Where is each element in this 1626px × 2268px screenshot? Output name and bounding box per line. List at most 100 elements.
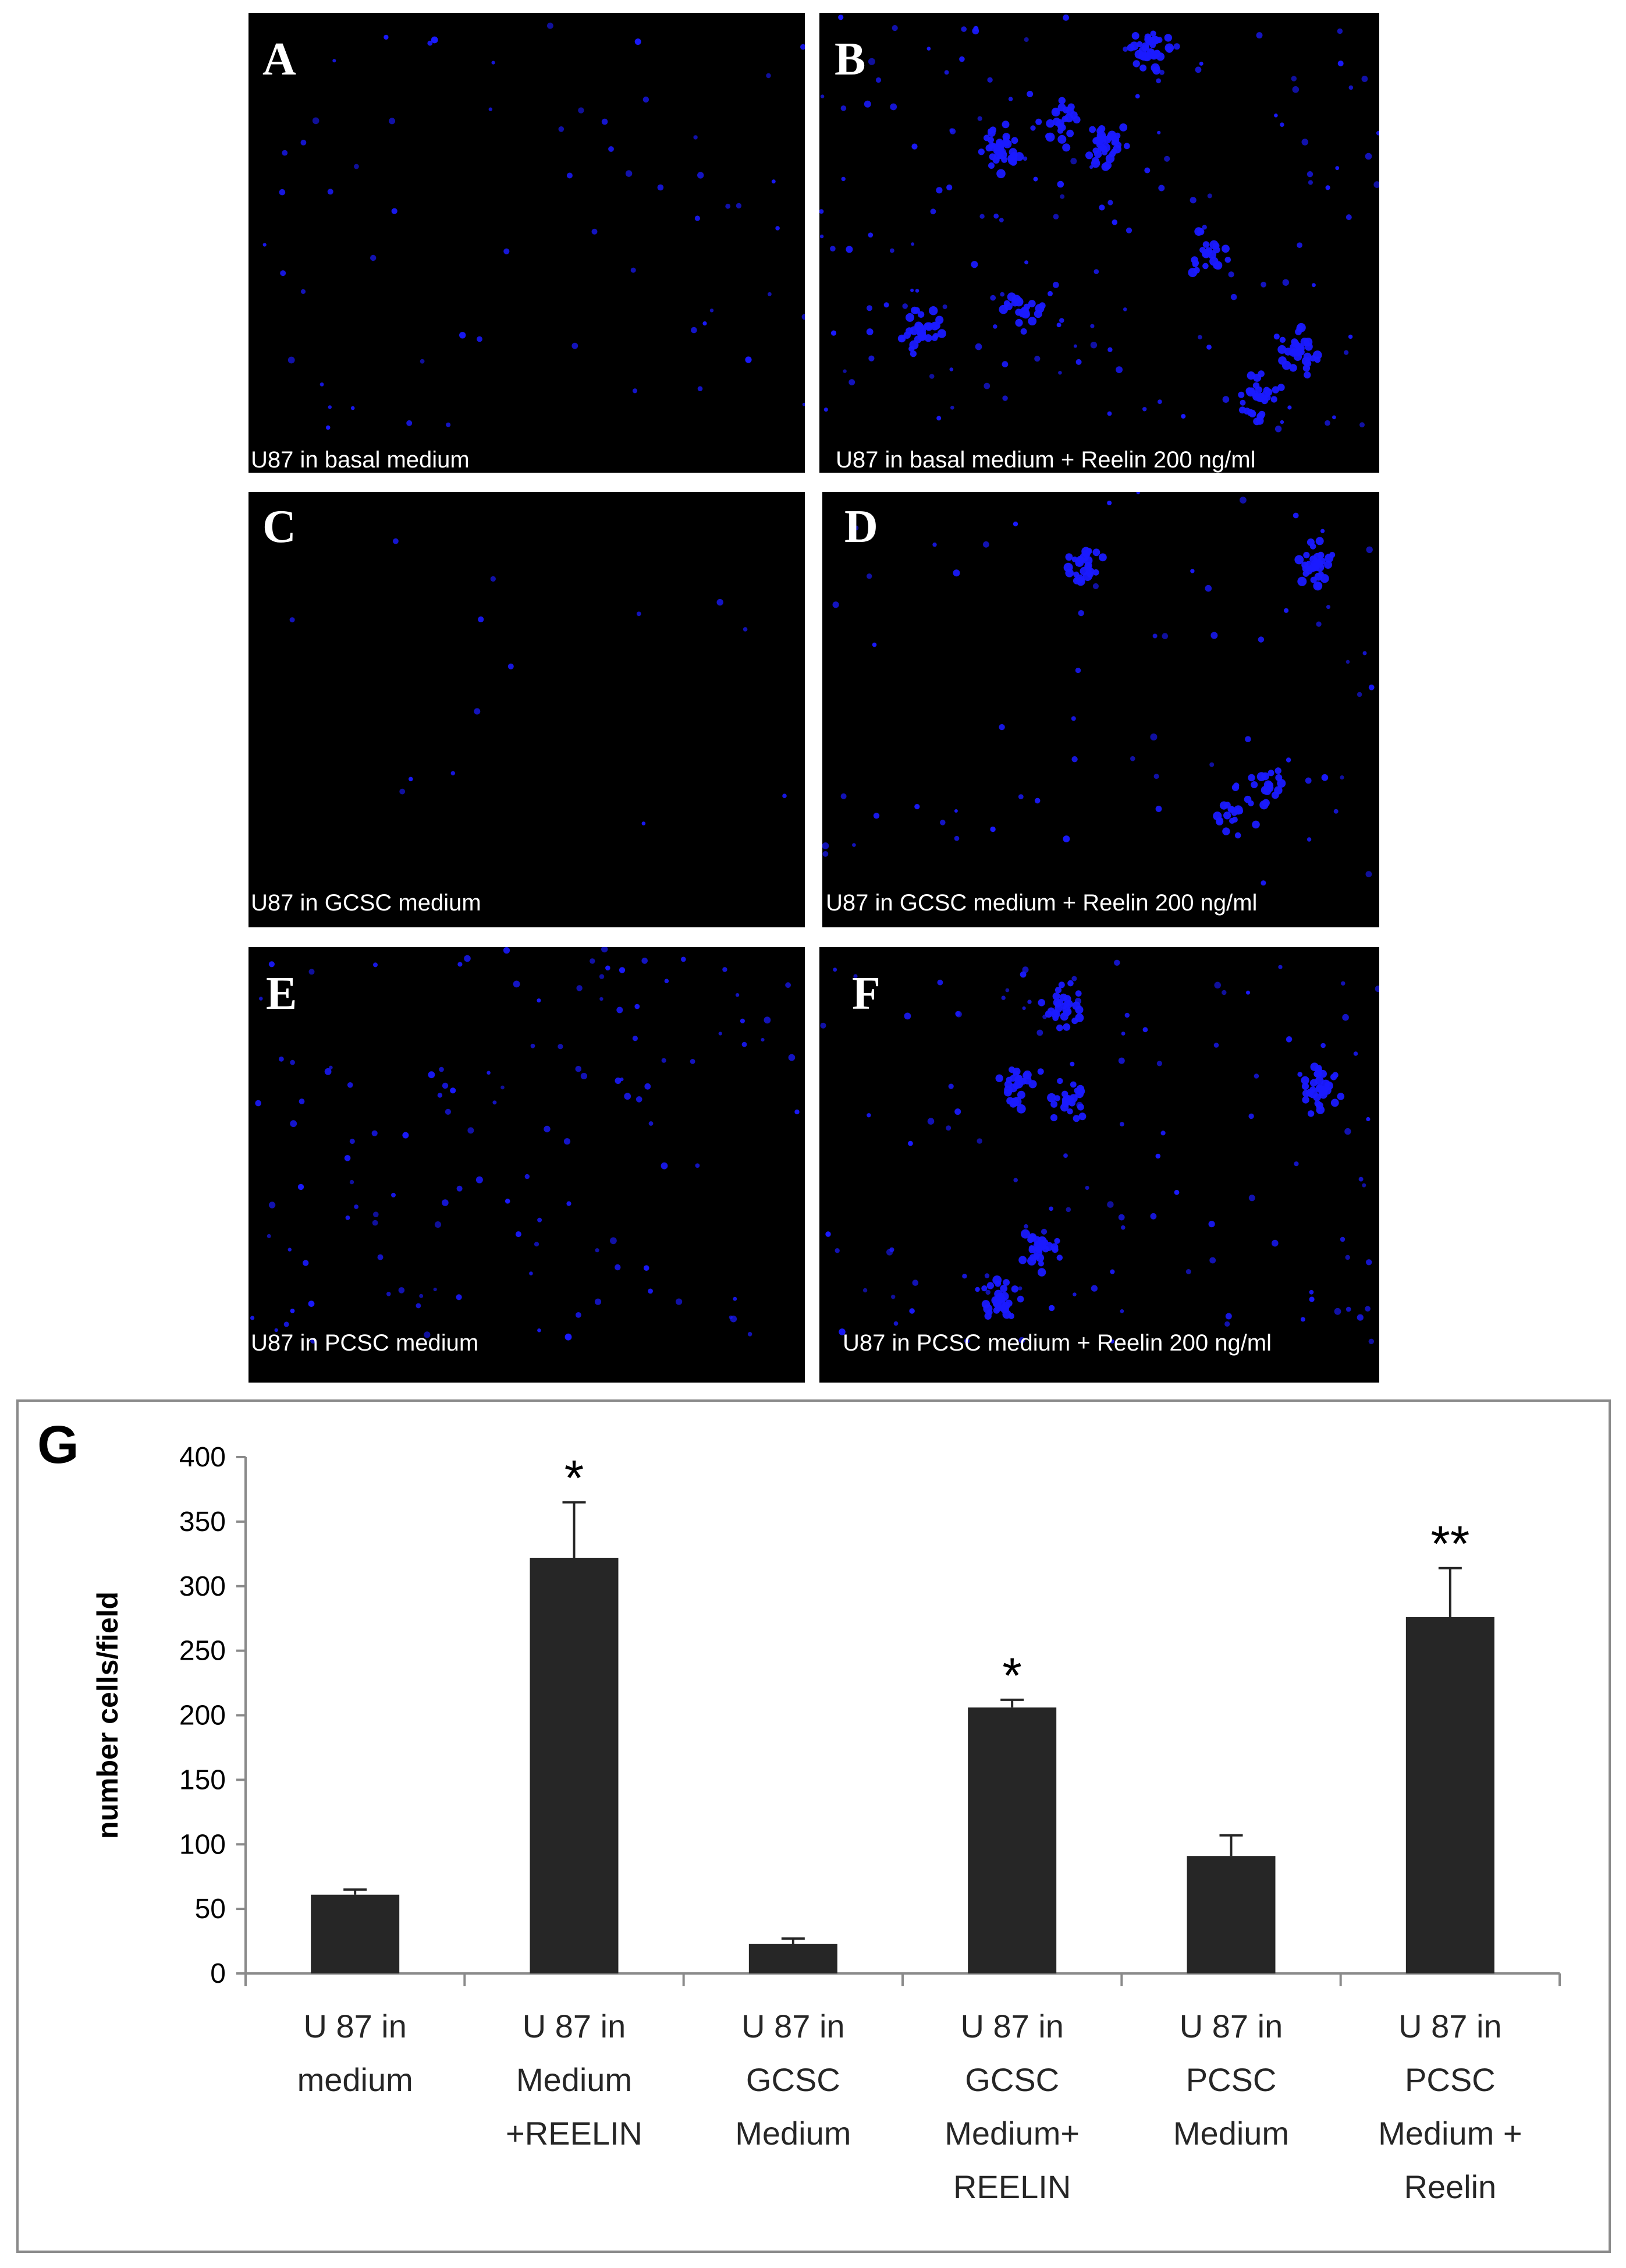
cell-nucleus xyxy=(1344,1128,1351,1135)
cell-nucleus xyxy=(450,1087,456,1094)
cell-nucleus xyxy=(1001,995,1006,1000)
cell-nucleus xyxy=(1065,553,1073,561)
cell-nucleus xyxy=(456,1185,463,1192)
cell-nucleus xyxy=(1034,310,1042,318)
cell-nucleus xyxy=(961,26,967,32)
cell-nucleus xyxy=(558,1044,563,1050)
cell-nucleus xyxy=(349,1139,355,1144)
cell-nucleus xyxy=(785,982,791,988)
cell-nucleus xyxy=(1150,30,1156,37)
cell-nucleus xyxy=(1118,1057,1125,1064)
y-tick-label: 250 xyxy=(179,1636,226,1667)
cell-nucleus xyxy=(477,336,482,342)
cell-nucleus xyxy=(1238,391,1245,398)
cell-nucleus xyxy=(1073,577,1081,584)
cell-nucleus xyxy=(1020,328,1027,335)
cell-nucleus xyxy=(1151,36,1159,45)
cell-nucleus xyxy=(594,1298,602,1305)
cell-nucleus xyxy=(565,1333,572,1341)
cell-nucleus xyxy=(886,1249,893,1256)
cell-nucleus xyxy=(419,1294,424,1298)
cell-nucleus xyxy=(1303,552,1310,559)
cell-nucleus xyxy=(1034,356,1041,362)
cell-nucleus xyxy=(1334,1307,1341,1315)
cell-nucleus xyxy=(1214,981,1221,989)
cell-nucleus xyxy=(299,1098,305,1104)
cell-nucleus xyxy=(875,77,882,83)
cell-nucleus xyxy=(867,1113,871,1118)
cell-nucleus xyxy=(1112,138,1120,146)
cell-nucleus xyxy=(433,1287,437,1292)
cell-nucleus xyxy=(729,1315,733,1320)
cell-nucleus xyxy=(1085,1186,1089,1190)
cell-nucleus xyxy=(1256,412,1265,420)
cell-nucleus xyxy=(1132,60,1140,68)
cell-nucleus xyxy=(1315,1101,1323,1110)
cell-nucleus xyxy=(608,146,614,152)
cell-nucleus xyxy=(1028,317,1037,325)
cell-nucleus xyxy=(1110,1269,1115,1274)
cell-nucleus xyxy=(932,542,937,547)
cell-nucleus xyxy=(1087,570,1094,578)
cell-nucleus xyxy=(1261,880,1266,886)
cell-nucleus xyxy=(1052,1246,1059,1253)
panel-letter: E xyxy=(266,968,297,1019)
cell-nucleus xyxy=(1062,143,1071,152)
cell-nucleus xyxy=(1225,1313,1232,1320)
y-axis-label: number cells/field xyxy=(91,1592,124,1839)
cell-nucleus xyxy=(1021,1229,1030,1239)
cell-nucleus xyxy=(1348,334,1353,339)
cell-nucleus xyxy=(1024,37,1029,42)
cell-nucleus xyxy=(1155,806,1162,812)
cell-nucleus xyxy=(716,598,723,606)
cell-nucleus xyxy=(464,955,471,962)
cell-nucleus xyxy=(1294,1161,1299,1167)
cell-nucleus xyxy=(1280,122,1284,127)
cell-nucleus xyxy=(1123,46,1128,52)
cell-nucleus xyxy=(1205,584,1212,592)
cell-nucleus xyxy=(1325,554,1334,563)
cell-nucleus xyxy=(615,1078,622,1084)
cell-nucleus xyxy=(1099,553,1107,562)
cell-nucleus xyxy=(625,170,633,177)
cell-nucleus xyxy=(1046,119,1055,128)
cell-nucleus xyxy=(1000,292,1005,297)
x-category-label: PCSC xyxy=(1405,2061,1496,2098)
cell-nucleus xyxy=(1156,52,1165,61)
cell-nucleus xyxy=(883,302,889,308)
cell-nucleus xyxy=(1284,348,1292,356)
cell-nucleus xyxy=(819,209,824,214)
cell-nucleus xyxy=(1101,143,1110,153)
cell-nucleus xyxy=(1333,809,1339,814)
cell-nucleus xyxy=(1311,283,1316,288)
cell-nucleus xyxy=(1222,396,1230,403)
cell-nucleus xyxy=(437,1093,443,1098)
cell-nucleus xyxy=(959,56,965,62)
cell-nucleus xyxy=(868,232,874,238)
cell-nucleus xyxy=(736,203,742,209)
cell-nucleus xyxy=(1107,1201,1114,1208)
cell-nucleus xyxy=(420,359,425,364)
cell-nucleus xyxy=(1158,399,1162,404)
x-category-label: +REELIN xyxy=(506,2115,642,2152)
cell-nucleus xyxy=(1011,1285,1019,1293)
cell-nucleus xyxy=(802,402,805,406)
cell-nucleus xyxy=(1017,1090,1025,1099)
cell-nucleus xyxy=(1330,1098,1339,1107)
cell-nucleus xyxy=(843,369,847,373)
cell-nucleus xyxy=(1209,240,1219,250)
cell-nucleus xyxy=(1063,1023,1071,1031)
cell-nucleus xyxy=(1073,344,1077,348)
y-tick-label: 400 xyxy=(179,1442,226,1473)
micrograph-panel-c: C U87 in GCSC medium xyxy=(248,492,805,927)
cell-nucleus xyxy=(1353,1051,1358,1056)
cell-nucleus xyxy=(695,1163,700,1168)
cell-nucleus xyxy=(1150,733,1158,740)
cell-nucleus xyxy=(1142,407,1147,412)
panel-caption: U87 in GCSC medium xyxy=(251,890,481,916)
cell-nucleus xyxy=(768,292,772,296)
cell-nucleus xyxy=(1050,1100,1058,1108)
cell-nucleus xyxy=(290,1120,297,1128)
cell-nucleus xyxy=(544,1125,551,1133)
cell-nucleus xyxy=(949,128,954,133)
